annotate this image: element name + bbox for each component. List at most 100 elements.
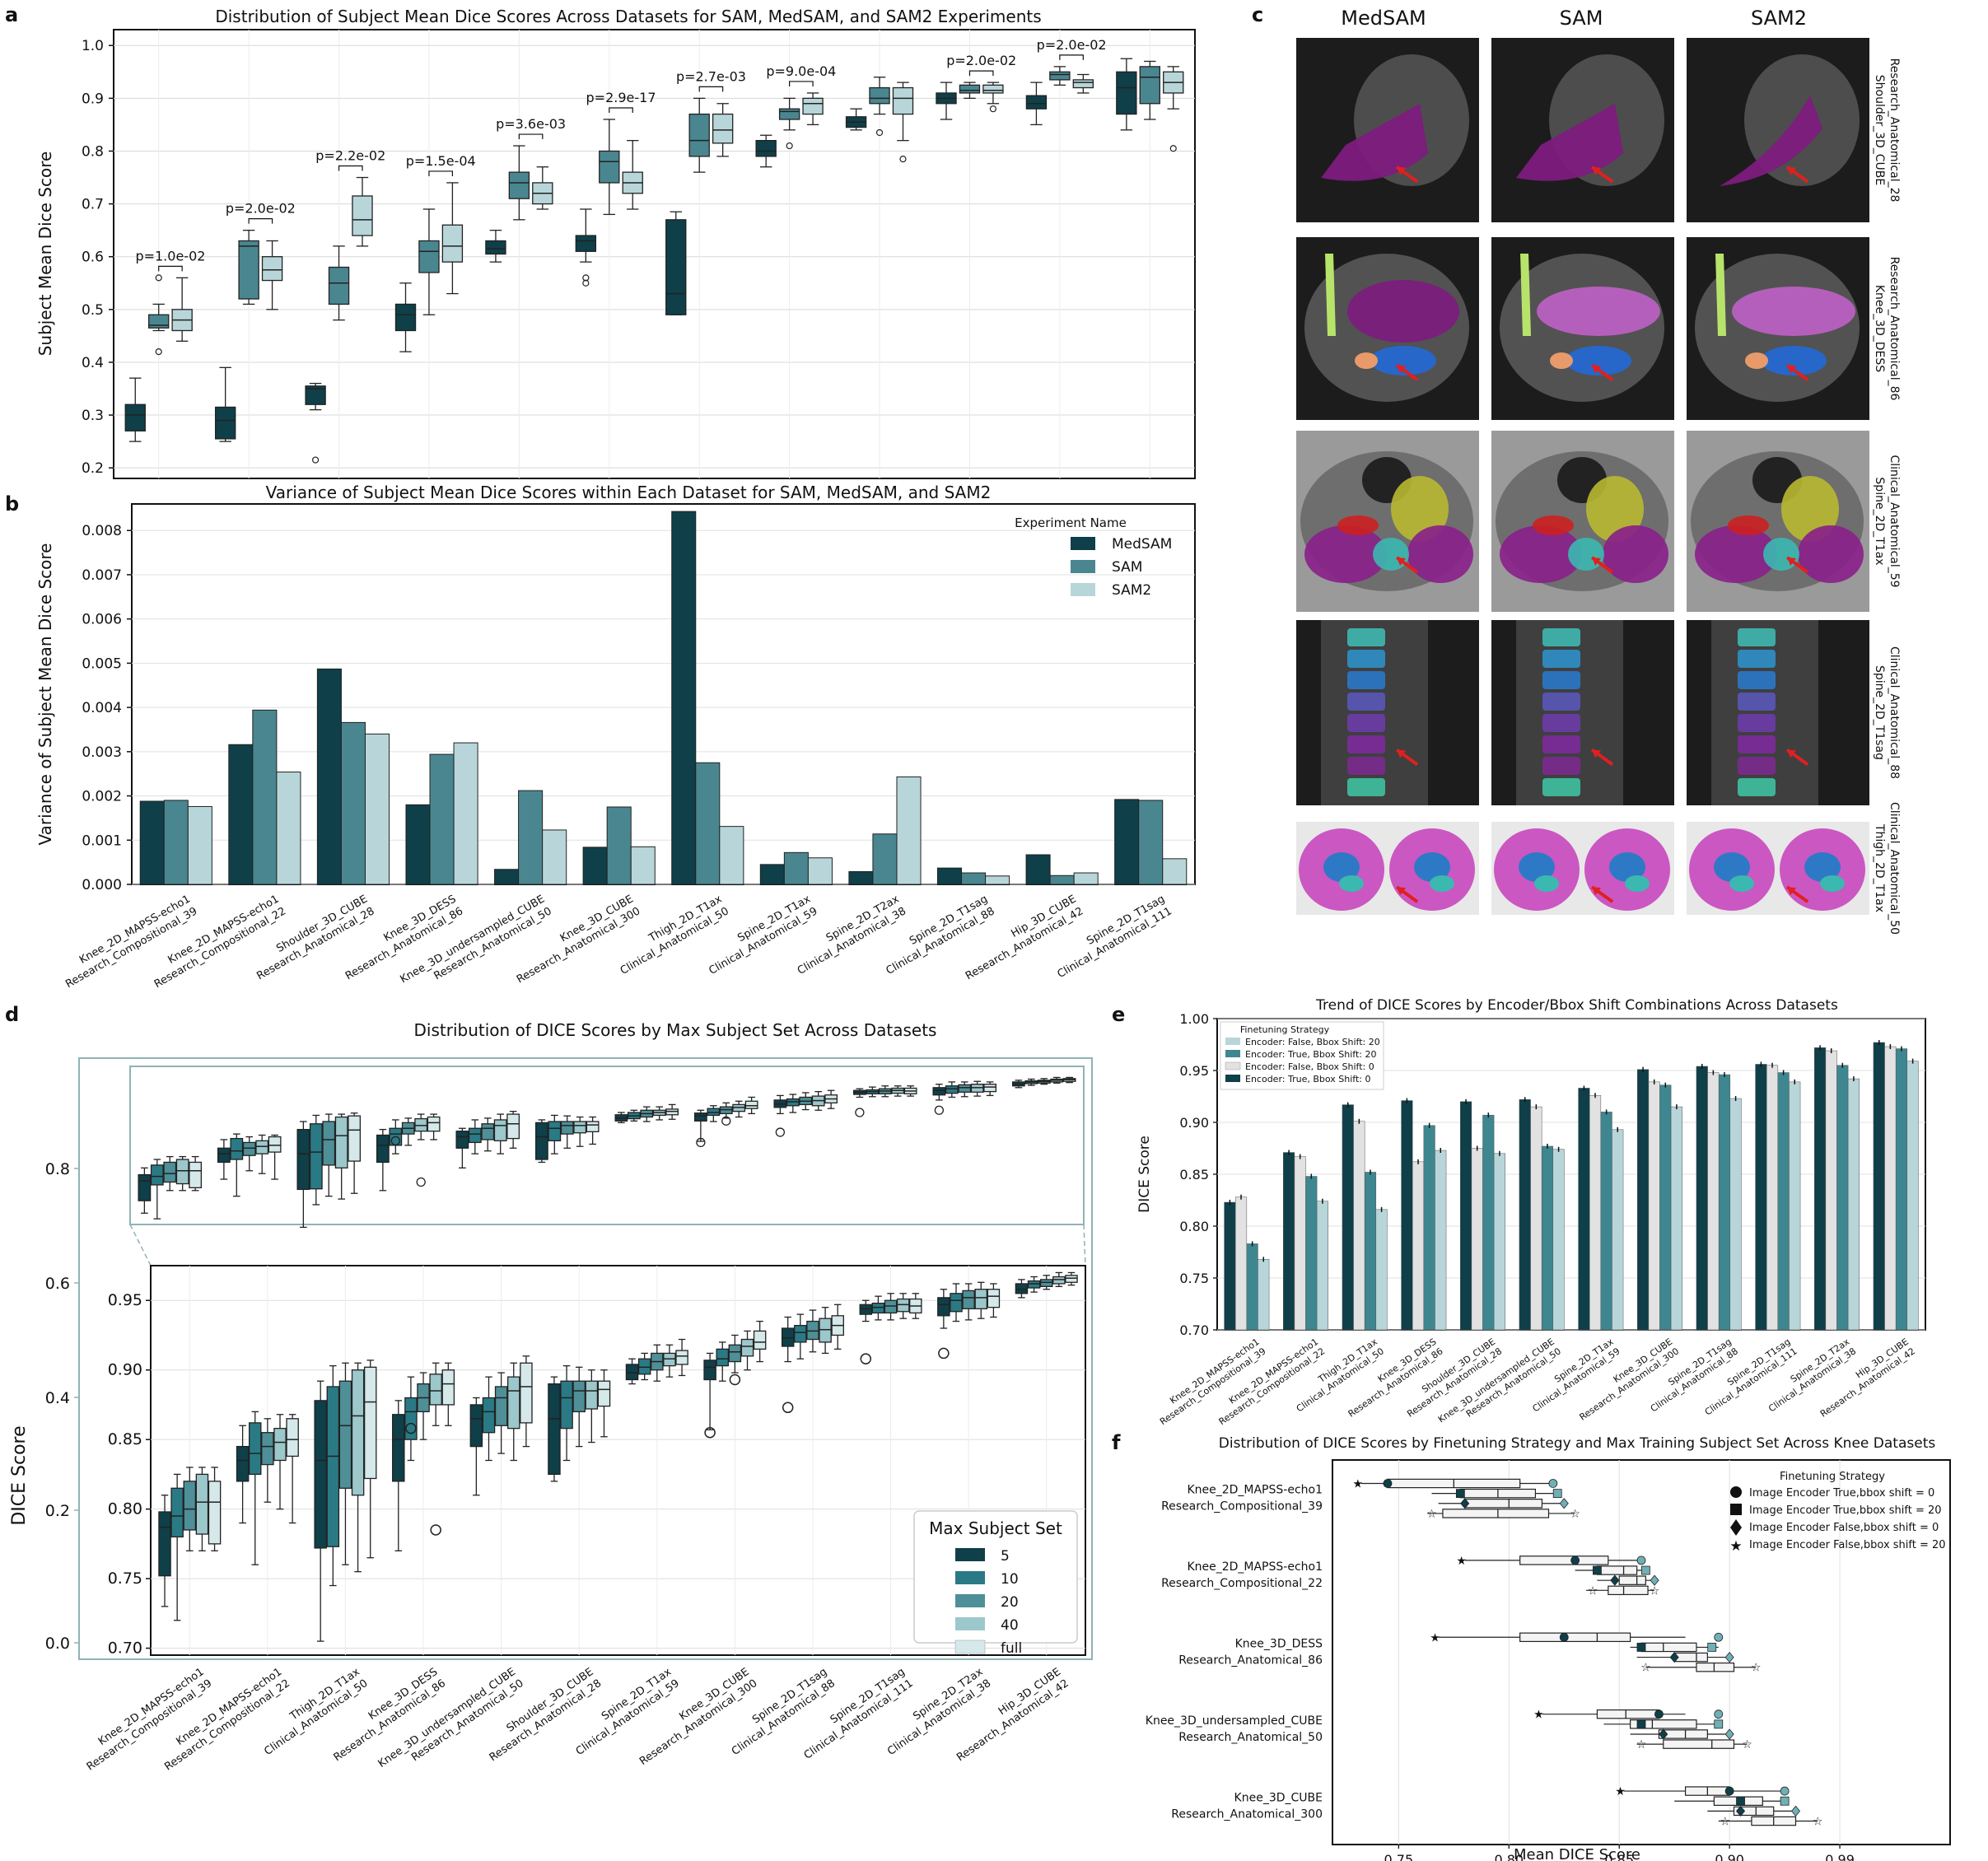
box-iqr xyxy=(548,1121,562,1142)
segmentation-mask xyxy=(1323,852,1360,882)
box-iqr xyxy=(163,1161,177,1183)
box-iqr xyxy=(959,84,981,94)
box-iqr xyxy=(273,1427,287,1462)
outlier-star: ★ xyxy=(1456,1555,1467,1568)
box-iqr xyxy=(261,1432,274,1466)
hbox-strategy xyxy=(1707,1805,1801,1817)
outlier-point xyxy=(405,1422,417,1434)
bar-sam2 xyxy=(542,829,567,885)
outlier-point xyxy=(989,105,997,113)
bar-strategy xyxy=(1294,1156,1306,1331)
segmentation-mask xyxy=(1720,96,1822,186)
box-subset-full xyxy=(675,1338,688,1377)
legend-swatch-5 xyxy=(955,1548,985,1561)
marker-diamond xyxy=(1659,1728,1668,1740)
ytick-label: 0.003 xyxy=(82,744,122,761)
segmentation-mask xyxy=(1781,476,1839,542)
box-iqr xyxy=(665,219,687,315)
box-subset-5 xyxy=(236,1425,250,1524)
inset-box-subset-20 xyxy=(163,1155,177,1192)
bar-medsam xyxy=(671,511,697,885)
panel-e-legend-box xyxy=(1220,1021,1384,1090)
red-arrowhead xyxy=(1787,749,1797,758)
box-iqr xyxy=(962,1290,975,1310)
segmentation-mask xyxy=(1761,346,1827,375)
bar-strategy xyxy=(1342,1104,1354,1331)
panel-a-ylabel: Subject Mean Dice Score xyxy=(35,152,55,357)
box-iqr xyxy=(404,1397,418,1440)
box-iqr xyxy=(958,1084,972,1093)
box-iqr xyxy=(286,1418,299,1458)
segmentation-mask xyxy=(1603,525,1668,583)
box-iqr xyxy=(481,1123,495,1140)
panel-d-legend-box xyxy=(913,1510,1078,1644)
ytick-label: 0.002 xyxy=(82,789,122,805)
segmentation-mask xyxy=(1537,287,1660,336)
box-subset-20 xyxy=(183,1467,197,1551)
box-iqr xyxy=(441,224,464,263)
box-subset-5 xyxy=(859,1299,873,1322)
ytick-label: 0.85 xyxy=(1179,1167,1209,1182)
segmentation-mask xyxy=(1414,852,1450,882)
inset-box-subset-10 xyxy=(150,1159,164,1220)
inset-box-subset-full xyxy=(744,1096,758,1115)
box-iqr xyxy=(138,1173,152,1201)
box-sam xyxy=(778,97,800,131)
box-medsam xyxy=(665,211,687,315)
segmentation-mask xyxy=(1609,852,1645,882)
inset-box-subset-10 xyxy=(945,1081,959,1098)
box-iqr xyxy=(148,314,170,329)
segmentation-mask xyxy=(1820,875,1845,892)
box-subset-40 xyxy=(507,1362,520,1462)
hbox-strategy: ★ xyxy=(1353,1477,1558,1490)
box-iqr xyxy=(1442,1509,1550,1518)
bar-strategy xyxy=(1412,1161,1425,1331)
box-iqr xyxy=(871,1302,885,1314)
inset-box-subset-5 xyxy=(1011,1080,1025,1089)
bar-medsam xyxy=(405,804,431,885)
ytick-label: Research_Anatomical_50 xyxy=(1178,1731,1323,1744)
marker-diamond xyxy=(1610,1574,1620,1586)
ytick-label: Research_Anatomical_86 xyxy=(1178,1654,1323,1667)
segmentation-mask xyxy=(1804,852,1841,882)
inset-box-subset-5 xyxy=(217,1139,231,1180)
bar-strategy xyxy=(1541,1145,1554,1331)
box-sam2 xyxy=(441,182,464,295)
box-subset-5 xyxy=(937,1289,950,1329)
box-subset-10 xyxy=(871,1295,885,1321)
ytick-label: Knee_3D_undersampled_CUBE xyxy=(1146,1714,1323,1728)
p-value-label: p=1.0e-02 xyxy=(135,248,205,264)
legend-marker-star: ★ xyxy=(1729,1538,1742,1555)
segmentation-image-tile xyxy=(1491,431,1674,612)
inset-box-subset-full xyxy=(903,1085,917,1097)
box-iqr xyxy=(328,266,350,306)
box-iqr xyxy=(534,1122,548,1160)
inset-box-subset-40 xyxy=(732,1100,746,1118)
inset-box-subset-40 xyxy=(175,1155,189,1192)
ytick-label: 0.85 xyxy=(108,1430,142,1448)
legend-label-full: full xyxy=(1001,1640,1022,1657)
inset-box-subset-10 xyxy=(866,1086,880,1098)
box-iqr xyxy=(1025,95,1048,110)
inset-box-subset-full xyxy=(1062,1076,1076,1084)
p-value-label: p=2.2e-02 xyxy=(315,148,385,164)
box-subset-10 xyxy=(716,1341,729,1382)
outer-ytick-label: 0.0 xyxy=(45,1635,70,1653)
box-iqr xyxy=(819,1318,832,1343)
bar-strategy xyxy=(1637,1069,1650,1331)
box-iqr xyxy=(937,1297,950,1317)
box-iqr xyxy=(1519,1555,1609,1565)
segmentation-image-tile xyxy=(1491,620,1674,805)
inset-box-subset-full xyxy=(665,1103,679,1120)
box-iqr xyxy=(1673,1652,1708,1663)
segmentation-mask xyxy=(1763,538,1799,571)
panel-c-row-label: Spine_2D_T1ax Clinical_Anatomical_59 xyxy=(1873,455,1901,587)
inset-box-subset-20 xyxy=(322,1113,336,1197)
segmentation-mask xyxy=(1566,346,1631,375)
box-iqr xyxy=(688,113,710,157)
inset-box-subset-40 xyxy=(891,1085,905,1097)
inset-box-subset-10 xyxy=(309,1114,323,1206)
box-subset-full xyxy=(1065,1271,1078,1286)
box-iqr xyxy=(597,1380,611,1407)
inset-box-subset-40 xyxy=(652,1106,666,1121)
